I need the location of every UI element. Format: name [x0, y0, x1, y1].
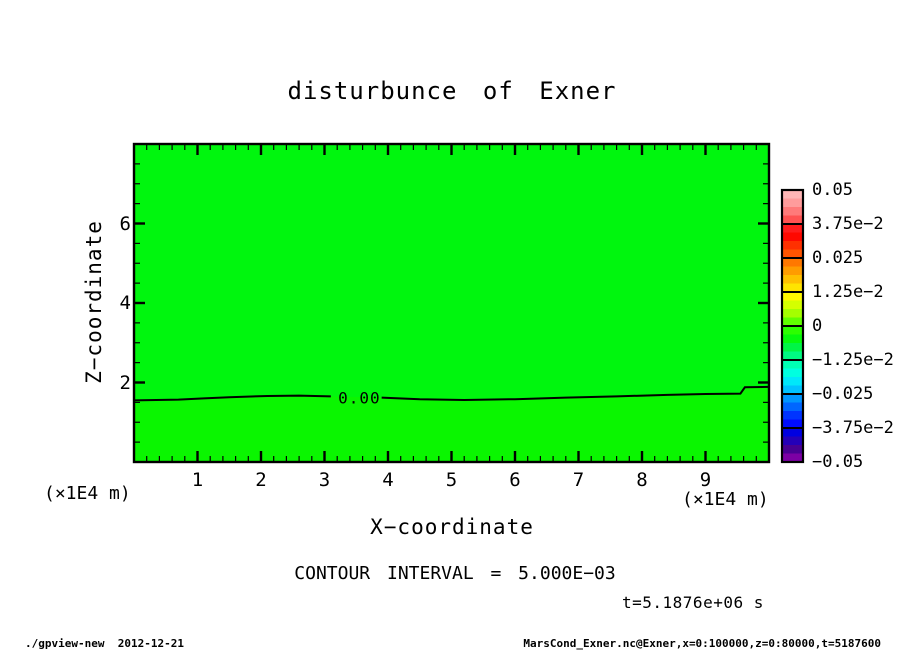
colorbar-band: [782, 326, 803, 335]
colorbar-tick-label: −3.75e−2: [812, 418, 894, 438]
colorbar-tick-label: 0.05: [812, 180, 853, 200]
x-tick-label: 3: [318, 469, 331, 491]
colorbar-band: [782, 215, 803, 225]
time-annotation: t=5.1876e+06 s: [622, 593, 764, 612]
chart-title: disturbunce of Exner: [287, 77, 617, 105]
colorbar-tick-label: 1.25e−2: [812, 282, 884, 302]
contour-interval-text: CONTOUR INTERVAL = 5.000E−03: [294, 563, 616, 584]
colorbar-band: [782, 385, 803, 395]
colorbar-band: [782, 351, 803, 361]
colorbar-band: [782, 445, 803, 454]
colorbar-band: [782, 241, 803, 250]
colorbar-band: [782, 249, 803, 259]
colorbar-band: [782, 377, 803, 386]
colorbar-tick-label: −1.25e−2: [812, 350, 894, 370]
contour-label: 0.00: [338, 388, 381, 408]
plot-frame: [132, 142, 771, 464]
colorbar-frame: [780, 188, 805, 464]
colorbar-band: [782, 275, 803, 284]
colorbar-band: [782, 309, 803, 318]
colorbar-band: [782, 317, 803, 327]
colorbar-band: [782, 360, 803, 369]
zero-contour-line: [381, 385, 770, 401]
footer-source-text: MarsCond_Exner.nc@Exner,x=0:100000,z=0:8…: [523, 637, 881, 650]
colorbar-band: [782, 428, 803, 437]
colorbar-band: [782, 411, 803, 420]
colorbar-band: [782, 258, 803, 267]
colorbar-tick-label: 0: [812, 316, 823, 336]
colorbar-band: [782, 190, 803, 199]
footer-command-text: ./gpview-new 2012-12-21: [25, 637, 184, 650]
field-fill-below: [134, 386, 769, 462]
x-tick-label: 9: [699, 469, 712, 491]
z-tick-label: 4: [119, 292, 131, 314]
y-axis-units-note: (×1E4 m): [44, 483, 131, 504]
zero-contour-line: [133, 394, 331, 402]
colorbar-band: [782, 292, 803, 301]
colorbar-tick-label: 3.75e−2: [812, 214, 884, 234]
colorbar-band: [782, 453, 803, 463]
x-tick-label: 5: [445, 469, 458, 491]
x-tick-label: 7: [572, 469, 585, 491]
x-axis-units-note: (×1E4 m): [682, 489, 769, 510]
x-tick-label: 4: [382, 469, 394, 491]
x-axis-label: X−coordinate: [370, 515, 534, 539]
colorbar-band: [782, 198, 803, 208]
z-tick-label: 2: [119, 371, 131, 394]
colorbar-band: [782, 207, 803, 216]
colorbar-band: [782, 283, 803, 293]
colorbar-band: [782, 419, 803, 429]
colorbar-band: [782, 402, 803, 412]
x-tick-label: 2: [255, 469, 267, 491]
colorbar-tick-label: 0.025: [812, 248, 864, 268]
z-tick-label: 6: [119, 212, 131, 235]
colorbar-band: [782, 266, 803, 276]
colorbar-band: [782, 334, 803, 344]
colorbar-band: [782, 368, 803, 378]
x-tick-label: 1: [191, 469, 204, 491]
colorbar-tick-label: −0.05: [812, 452, 864, 472]
colorbar-band: [782, 436, 803, 446]
x-tick-label: 8: [636, 469, 648, 491]
colorbar-band: [782, 224, 803, 233]
colorbar-band: [782, 343, 803, 352]
colorbar-band: [782, 232, 803, 242]
colorbar-band: [782, 300, 803, 310]
colorbar-band: [782, 394, 803, 403]
x-tick-label: 6: [509, 469, 521, 491]
colorbar-tick-label: −0.025: [812, 384, 874, 404]
